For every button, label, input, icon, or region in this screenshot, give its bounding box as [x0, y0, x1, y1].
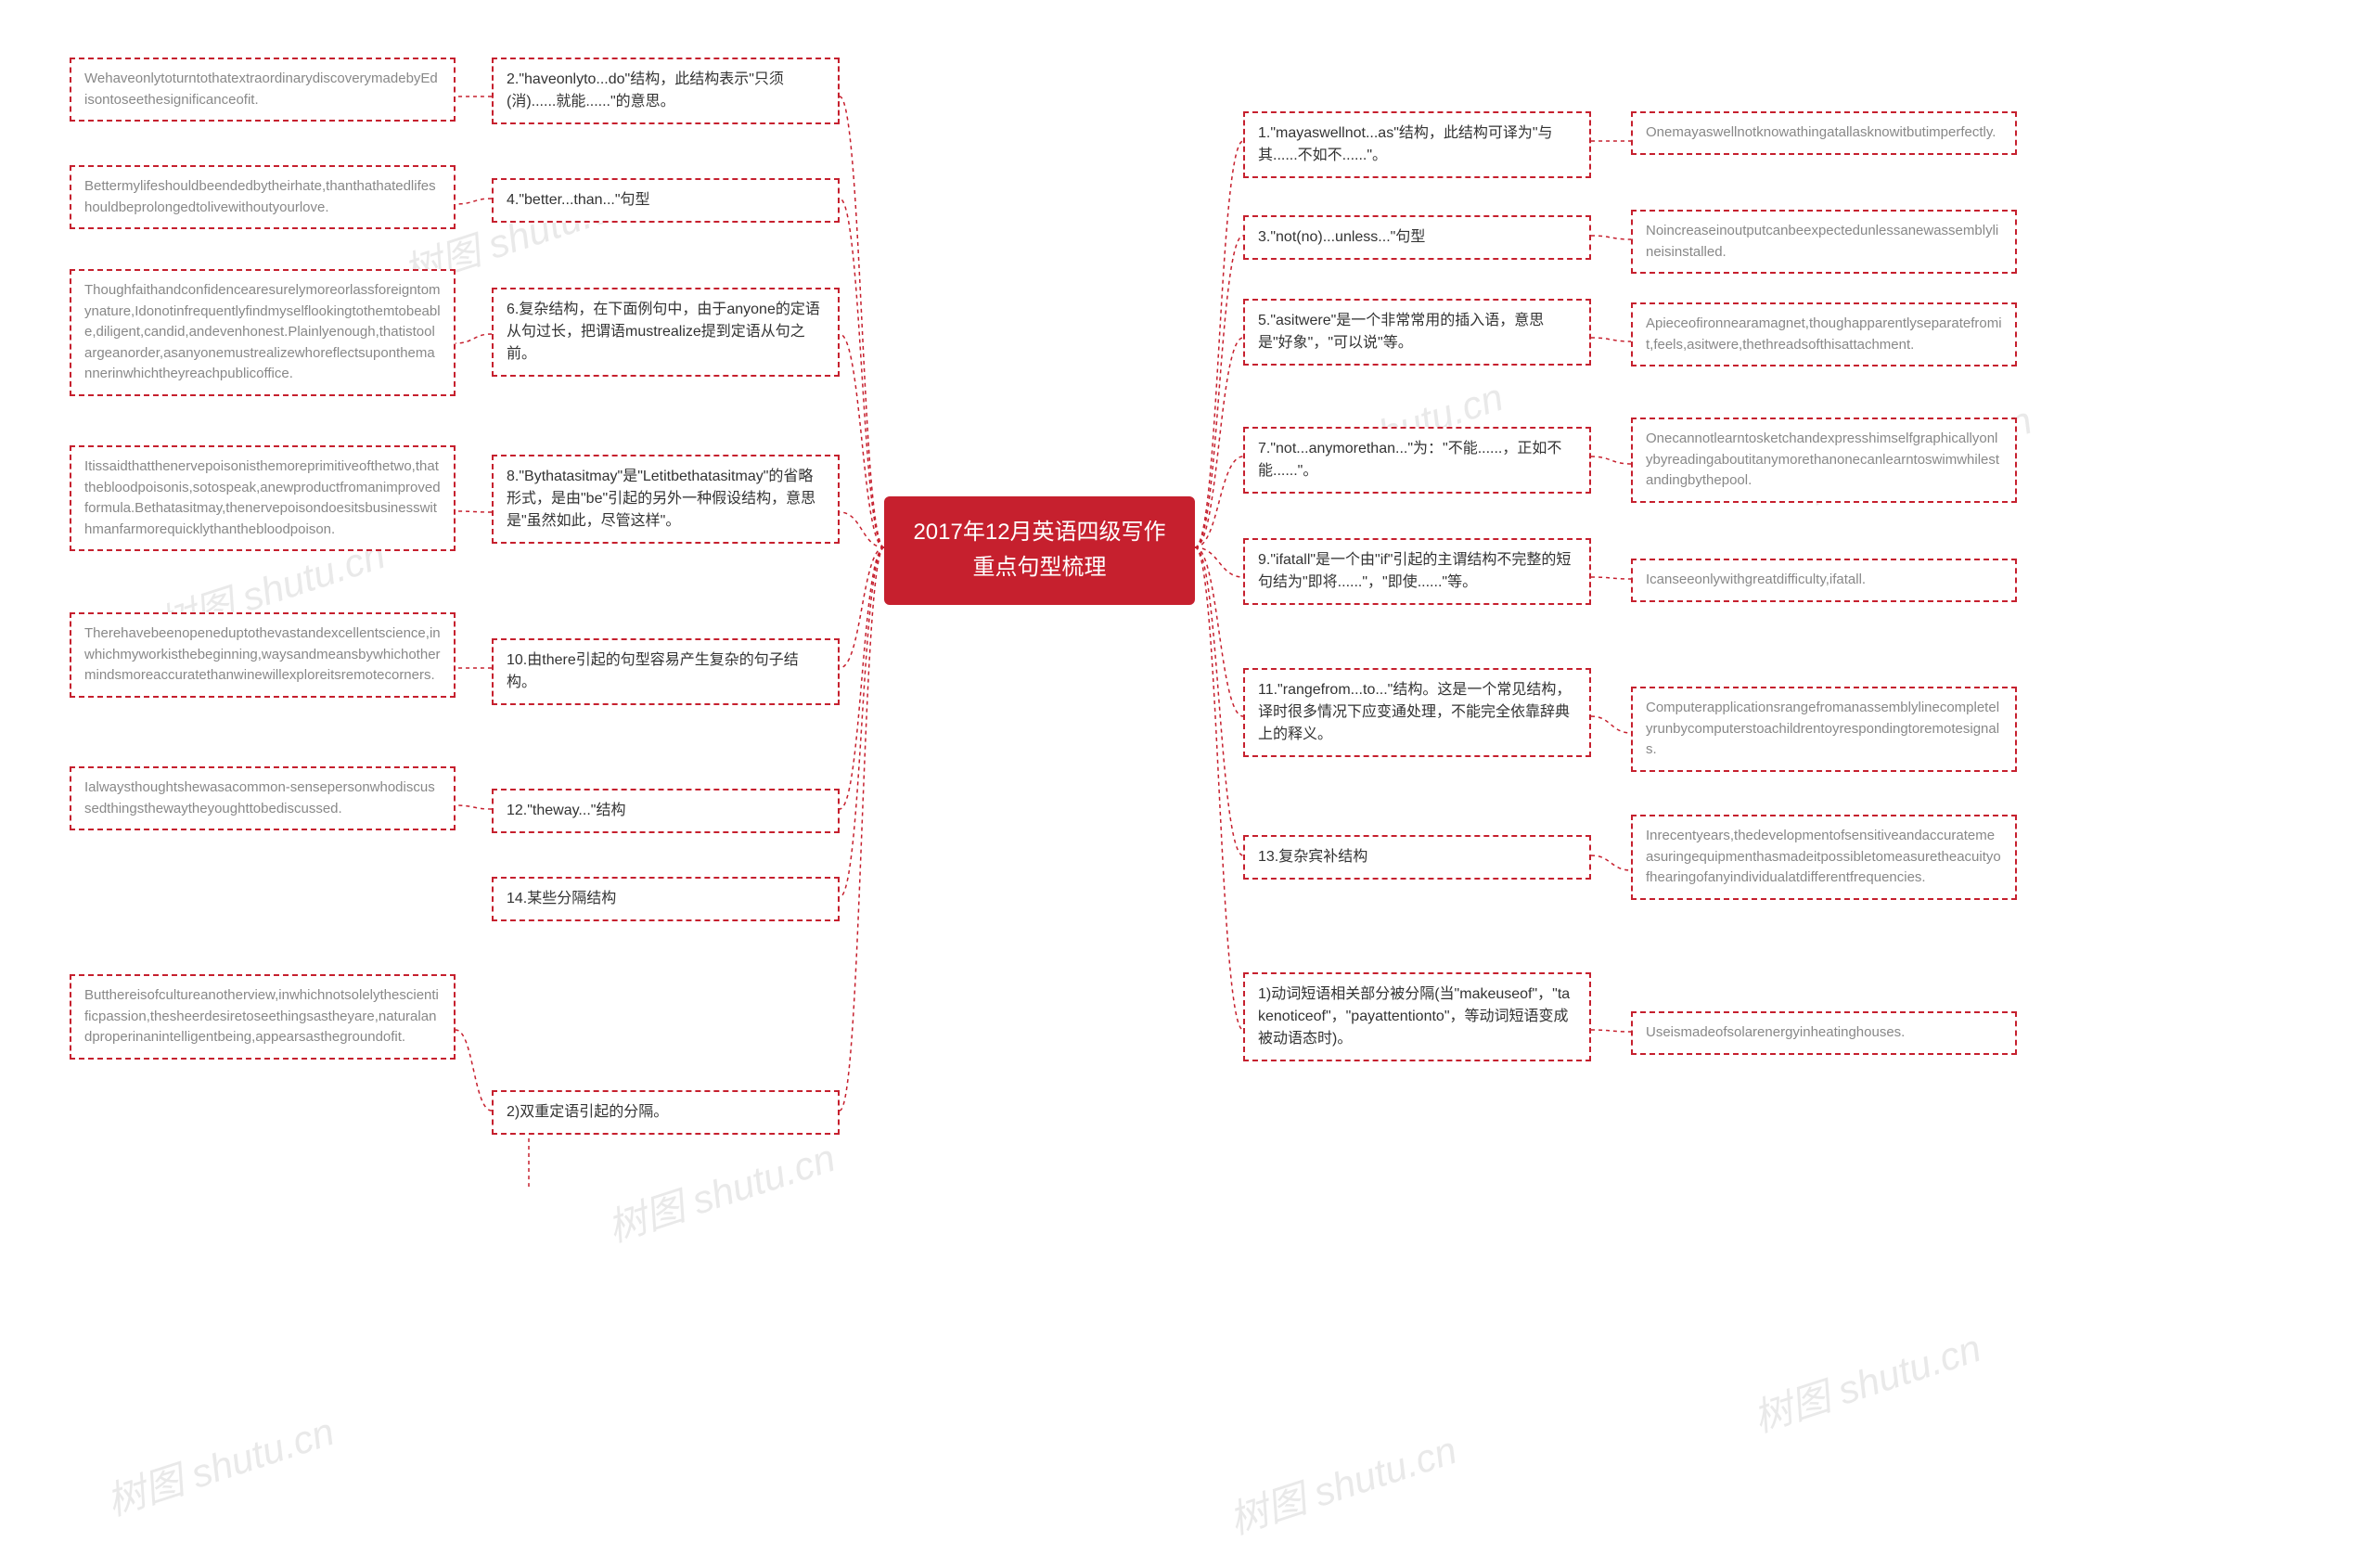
leaf-node-left: Therehavebeenopeneduptothevastandexcelle…: [70, 612, 456, 698]
leaf-node-left: Thoughfaithandconfidencearesurelymoreorl…: [70, 269, 456, 396]
leaf-node-left: Itissaidthatthenervepoisonisthemoreprimi…: [70, 445, 456, 551]
leaf-node-left: Butthereisofcultureanotherview,inwhichno…: [70, 974, 456, 1060]
watermark: 树图 shutu.cn: [98, 1400, 340, 1527]
sub-node-right: 11."rangefrom...to..."结构。这是一个常见结构，译时很多情况…: [1243, 668, 1591, 757]
sub-node-left: 10.由there引起的句型容易产生复杂的句子结构。: [492, 638, 840, 705]
sub-node-right: 13.复杂宾补结构: [1243, 835, 1591, 880]
leaf-node-left: Wehaveonlytoturntothatextraordinarydisco…: [70, 58, 456, 122]
sub-node-right: 7."not...anymorethan..."为："不能......，正如不能…: [1243, 427, 1591, 494]
sub-node-left: 12."theway..."结构: [492, 789, 840, 833]
sub-node-left: 14.某些分隔结构: [492, 877, 840, 921]
sub-node-left: 2)双重定语引起的分隔。: [492, 1090, 840, 1135]
leaf-node-right: Noincreaseinoutputcanbeexpectedunlessane…: [1631, 210, 2017, 274]
leaf-node-right: Onemayaswellnotknowathingatallasknowitbu…: [1631, 111, 2017, 155]
sub-node-left: 2."haveonlyto...do"结构，此结构表示"只须(消)......就…: [492, 58, 840, 124]
center-node: 2017年12月英语四级写作重点句型梳理: [884, 496, 1195, 605]
watermark: 树图 shutu.cn: [1221, 1419, 1463, 1546]
leaf-node-right: Inrecentyears,thedevelopmentofsensitivea…: [1631, 815, 2017, 900]
sub-node-right: 1)动词短语相关部分被分隔(当"makeuseof"，"takenoticeof…: [1243, 972, 1591, 1061]
watermark: 树图 shutu.cn: [599, 1126, 841, 1253]
leaf-node-right: Useismadeofsolarenergyinheatinghouses.: [1631, 1011, 2017, 1055]
leaf-node-left: Bettermylifeshouldbeendedbytheirhate,tha…: [70, 165, 456, 229]
sub-node-right: 3."not(no)...unless..."句型: [1243, 215, 1591, 260]
sub-node-left: 4."better...than..."句型: [492, 178, 840, 223]
leaf-node-right: Icanseeonlywithgreatdifficulty,ifatall.: [1631, 559, 2017, 602]
watermark: 树图 shutu.cn: [1745, 1317, 1987, 1444]
leaf-node-right: Apieceofironnearamagnet,thoughapparently…: [1631, 302, 2017, 366]
sub-node-left: 8."Bythatasitmay"是"Letitbethatasitmay"的省…: [492, 455, 840, 544]
sub-node-right: 5."asitwere"是一个非常常用的插入语，意思是"好象"，"可以说"等。: [1243, 299, 1591, 366]
sub-node-right: 1."mayaswellnot...as"结构，此结构可译为"与其......不…: [1243, 111, 1591, 178]
mindmap-canvas: 树图 shutu.cn 树图 shutu.cn 树图 shutu.cn 树图 shut…: [0, 0, 2375, 1568]
sub-node-right: 9."ifatall"是一个由"if"引起的主谓结构不完整的短句结为"即将...…: [1243, 538, 1591, 605]
leaf-node-right: Computerapplicationsrangefromanassemblyl…: [1631, 687, 2017, 772]
sub-node-left: 6.复杂结构，在下面例句中，由于anyone的定语从句过长，把谓语mustrea…: [492, 288, 840, 377]
leaf-node-left: Ialwaysthoughtshewasacommon-sensepersonw…: [70, 766, 456, 830]
leaf-node-right: Onecannotlearntosketchandexpresshimselfg…: [1631, 418, 2017, 503]
